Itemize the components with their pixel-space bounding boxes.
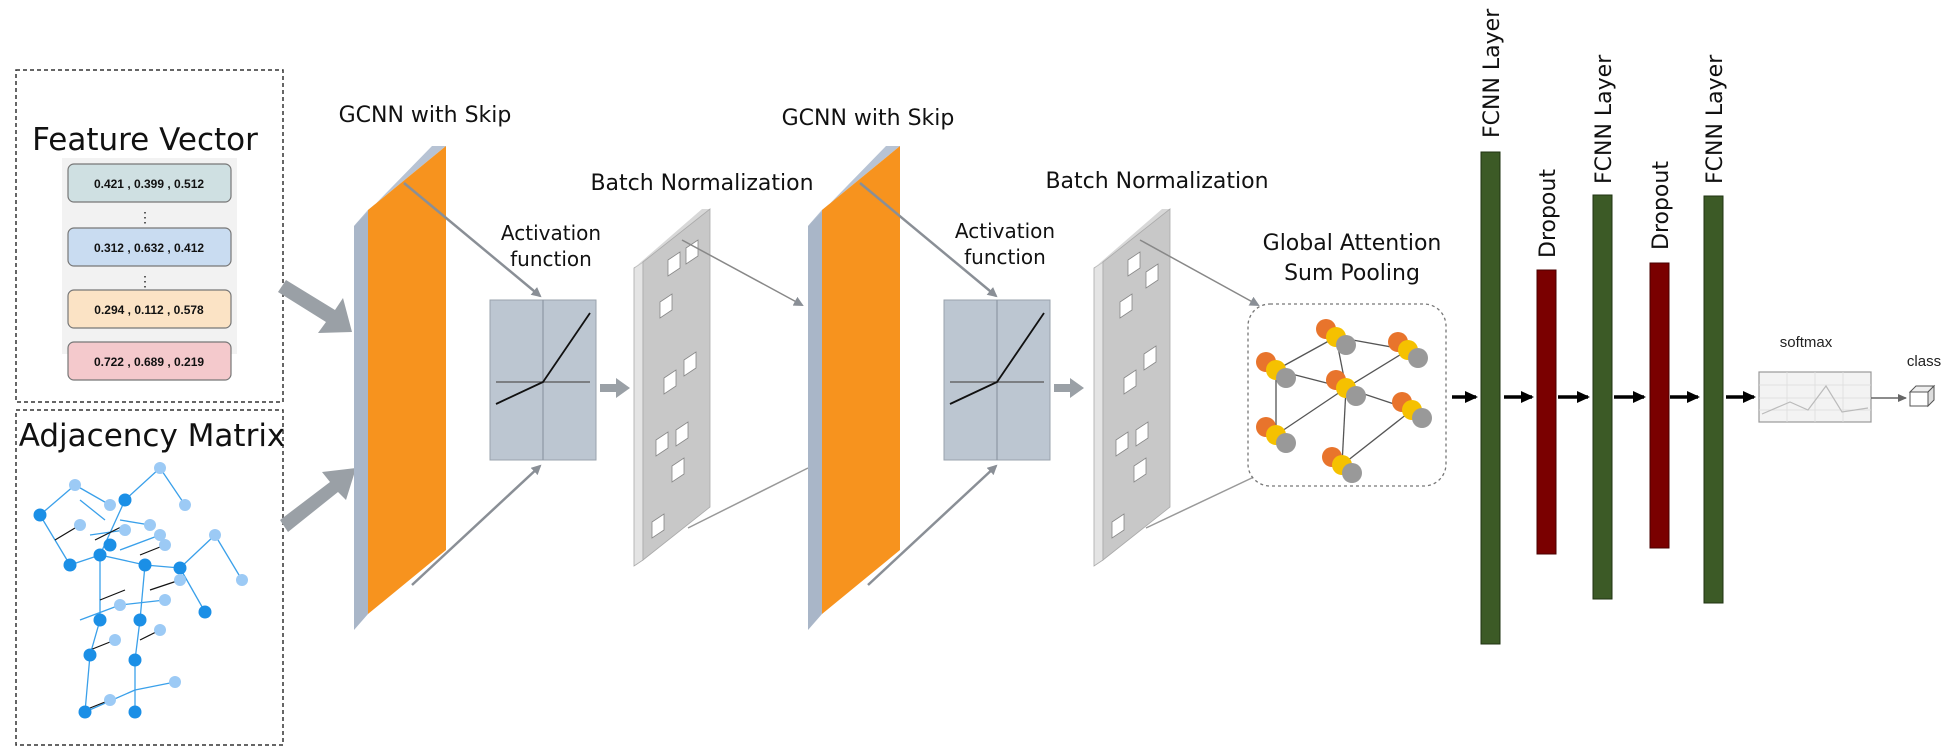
- global-attention-pooling: Global Attention Sum Pooling: [1247, 231, 1447, 487]
- vector-row-3: 0.294 , 0.112 , 0.578: [67, 289, 232, 329]
- class-output: class: [1907, 353, 1941, 408]
- arrow: [1139, 239, 1260, 306]
- activation-function-2: Activation function: [943, 219, 1055, 461]
- batch-norm-1: Batch Normalization: [590, 171, 814, 567]
- vector-value: 0.312 , 0.632 , 0.412: [94, 241, 204, 255]
- batch-norm-label-1: Batch Normalization: [590, 171, 813, 196]
- input-arrows: [278, 280, 356, 532]
- fcnn-layer-1: FCNN Layer: [1480, 8, 1505, 645]
- vector-value: 0.421 , 0.399 , 0.512: [94, 177, 204, 191]
- activation-label-2: function: [964, 245, 1046, 269]
- fcnn-label-2: FCNN Layer: [1592, 54, 1617, 184]
- vector-value: 0.722 , 0.689 , 0.219: [94, 355, 204, 369]
- fcnn-layer-3: FCNN Layer: [1703, 54, 1728, 604]
- fcnn-layer-2: FCNN Layer: [1592, 54, 1617, 600]
- activation-label-2: function: [510, 247, 592, 271]
- dropout-layer-1: Dropout: [1536, 169, 1561, 555]
- arrow: [403, 182, 542, 298]
- adjacency-matrix-title: Adjacency Matrix: [19, 418, 286, 454]
- ellipsis: ⋮: [138, 209, 152, 225]
- molecule-graph-icon: [33, 462, 248, 719]
- activation-function-1: Activation function: [489, 221, 601, 461]
- adjacency-matrix-panel: Adjacency Matrix: [15, 409, 286, 746]
- fcnn-label-1: FCNN Layer: [1480, 8, 1505, 138]
- cube-icon: [1908, 384, 1936, 408]
- vector-row-4: 0.722 , 0.689 , 0.219: [67, 341, 232, 381]
- relu-icon: [949, 312, 1045, 405]
- arrow: [859, 182, 998, 298]
- dropout-layer-2: Dropout: [1649, 161, 1674, 549]
- batch-norm-label-2: Batch Normalization: [1045, 169, 1268, 194]
- dropout-label-2: Dropout: [1649, 161, 1674, 250]
- vector-value: 0.294 , 0.112 , 0.578: [94, 303, 204, 317]
- arrow: [1145, 475, 1257, 529]
- attention-graph-icon: [1256, 319, 1432, 483]
- vector-row-2: 0.312 , 0.632 , 0.412: [67, 227, 232, 267]
- relu-icon: [495, 312, 591, 405]
- gcnn-label-2: GCNN with Skip: [782, 106, 955, 131]
- activation-label-1: Activation: [501, 221, 601, 245]
- arrow: [687, 467, 809, 529]
- feature-vector-title: Feature Vector: [32, 122, 258, 158]
- arrow: [681, 239, 804, 306]
- pooling-label-1: Global Attention: [1263, 231, 1442, 256]
- feature-vector-panel: Feature Vector 0.421 , 0.399 , 0.512 ⋮ 0…: [15, 69, 284, 403]
- dropout-label-1: Dropout: [1536, 169, 1561, 258]
- ellipsis: ⋮: [138, 273, 152, 289]
- vector-row-1: 0.421 , 0.399 , 0.512: [67, 163, 232, 203]
- arrow: [600, 378, 630, 398]
- class-label: class: [1907, 353, 1941, 370]
- softmax-label: softmax: [1780, 334, 1833, 351]
- arrow: [867, 464, 998, 586]
- arrow: [1054, 378, 1084, 398]
- gcnn-layer-2: GCNN with Skip: [782, 106, 955, 630]
- fcnn-label-3: FCNN Layer: [1703, 54, 1728, 184]
- softmax-curve: [1761, 384, 1869, 415]
- batch-norm-2: Batch Normalization: [1045, 169, 1269, 567]
- arrow: [411, 464, 542, 586]
- softmax-block: softmax: [1758, 334, 1872, 423]
- gcnn-layer-1: GCNN with Skip: [339, 103, 512, 630]
- pooling-label-2: Sum Pooling: [1284, 261, 1420, 286]
- activation-label-1: Activation: [955, 219, 1055, 243]
- gcnn-label-1: GCNN with Skip: [339, 103, 512, 128]
